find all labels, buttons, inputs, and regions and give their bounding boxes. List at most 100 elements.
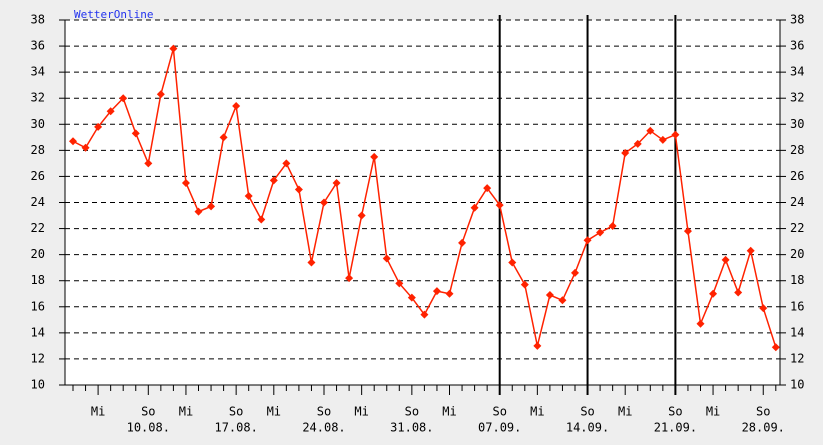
x-tick-label: So (317, 405, 331, 419)
y-tick-label: 22 (31, 221, 45, 235)
data-point (370, 152, 379, 161)
y-tick-label: 10 (31, 378, 45, 392)
data-point (194, 207, 203, 216)
data-point (94, 122, 103, 131)
data-point (596, 228, 605, 237)
y-tick-label-right: 30 (790, 117, 804, 131)
data-point (470, 203, 479, 212)
x-tick-label: Mi (267, 405, 281, 419)
data-point (257, 215, 266, 224)
y-tick-label-right: 16 (790, 299, 804, 313)
data-point (721, 255, 730, 264)
y-tick-label-right: 32 (790, 91, 804, 105)
data-point (269, 176, 278, 185)
x-date-label: 07.09. (478, 421, 521, 435)
x-tick-label: Mi (179, 405, 193, 419)
y-tick-label-right: 28 (790, 143, 804, 157)
data-point (734, 288, 743, 297)
y-tick-label-right: 10 (790, 378, 804, 392)
x-tick-label: So (668, 405, 682, 419)
data-point (671, 130, 680, 139)
y-tick-label: 20 (31, 247, 45, 261)
y-tick-label: 30 (31, 117, 45, 131)
data-point (445, 289, 454, 298)
data-point (658, 135, 667, 144)
data-point (169, 44, 178, 53)
data-point (545, 291, 554, 300)
y-tick-label-right: 20 (790, 247, 804, 261)
data-point (709, 289, 718, 298)
data-point (520, 280, 529, 289)
data-point (207, 202, 216, 211)
x-date-label: 31.08. (390, 421, 433, 435)
data-point (696, 319, 705, 328)
data-point (759, 304, 768, 313)
y-tick-label-right: 34 (790, 65, 804, 79)
data-point (81, 143, 90, 152)
x-date-label: 10.08. (127, 421, 170, 435)
data-point (244, 191, 253, 200)
data-point (683, 227, 692, 236)
y-tick-label-right: 14 (790, 325, 804, 339)
data-point (307, 258, 316, 267)
x-date-label: 28.09. (742, 421, 785, 435)
data-point (232, 102, 241, 111)
x-tick-label: So (229, 405, 243, 419)
x-tick-label: So (405, 405, 419, 419)
x-tick-label: Mi (530, 405, 544, 419)
data-point (432, 287, 441, 296)
x-tick-label: Mi (354, 405, 368, 419)
y-tick-label: 26 (31, 169, 45, 183)
x-date-label: 21.09. (654, 421, 697, 435)
y-tick-label: 18 (31, 273, 45, 287)
data-point (69, 137, 77, 146)
y-tick-label: 38 (31, 13, 45, 27)
data-point (144, 159, 153, 168)
y-tick-label: 14 (31, 325, 45, 339)
data-point (345, 274, 354, 283)
data-point (646, 126, 655, 135)
data-point (508, 258, 517, 267)
x-tick-label: Mi (618, 405, 632, 419)
data-point (320, 198, 328, 207)
y-tick-label-right: 36 (790, 39, 804, 53)
data-point (495, 201, 504, 210)
x-tick-label: Mi (91, 405, 105, 419)
data-point (119, 94, 128, 103)
data-point (420, 310, 429, 319)
data-point (131, 129, 140, 138)
x-date-label: 17.08. (214, 421, 257, 435)
x-tick-label: So (756, 405, 770, 419)
y-tick-label: 12 (31, 351, 45, 365)
data-point (156, 90, 165, 99)
data-point (219, 133, 228, 142)
data-point (483, 184, 492, 193)
x-tick-label: So (580, 405, 594, 419)
data-point (771, 343, 780, 352)
data-point (357, 211, 366, 220)
y-tick-label: 24 (31, 195, 45, 209)
data-point (407, 293, 416, 302)
data-point (621, 148, 630, 157)
data-point (746, 246, 755, 255)
x-tick-label: So (141, 405, 155, 419)
data-point (106, 107, 115, 116)
data-point (332, 178, 341, 187)
y-tick-label-right: 12 (790, 351, 804, 365)
y-tick-label: 28 (31, 143, 45, 157)
y-tick-label-right: 22 (790, 221, 804, 235)
y-tick-label: 34 (31, 65, 45, 79)
data-point (395, 279, 404, 288)
data-point (571, 268, 579, 277)
data-point (181, 178, 190, 187)
data-point (558, 296, 567, 305)
data-point (608, 221, 617, 230)
data-point (533, 341, 542, 350)
brand: WetterOnline (74, 8, 153, 21)
y-tick-label-right: 26 (790, 169, 804, 183)
y-tick-label: 32 (31, 91, 45, 105)
data-point (282, 159, 291, 168)
y-tick-label: 16 (31, 299, 45, 313)
